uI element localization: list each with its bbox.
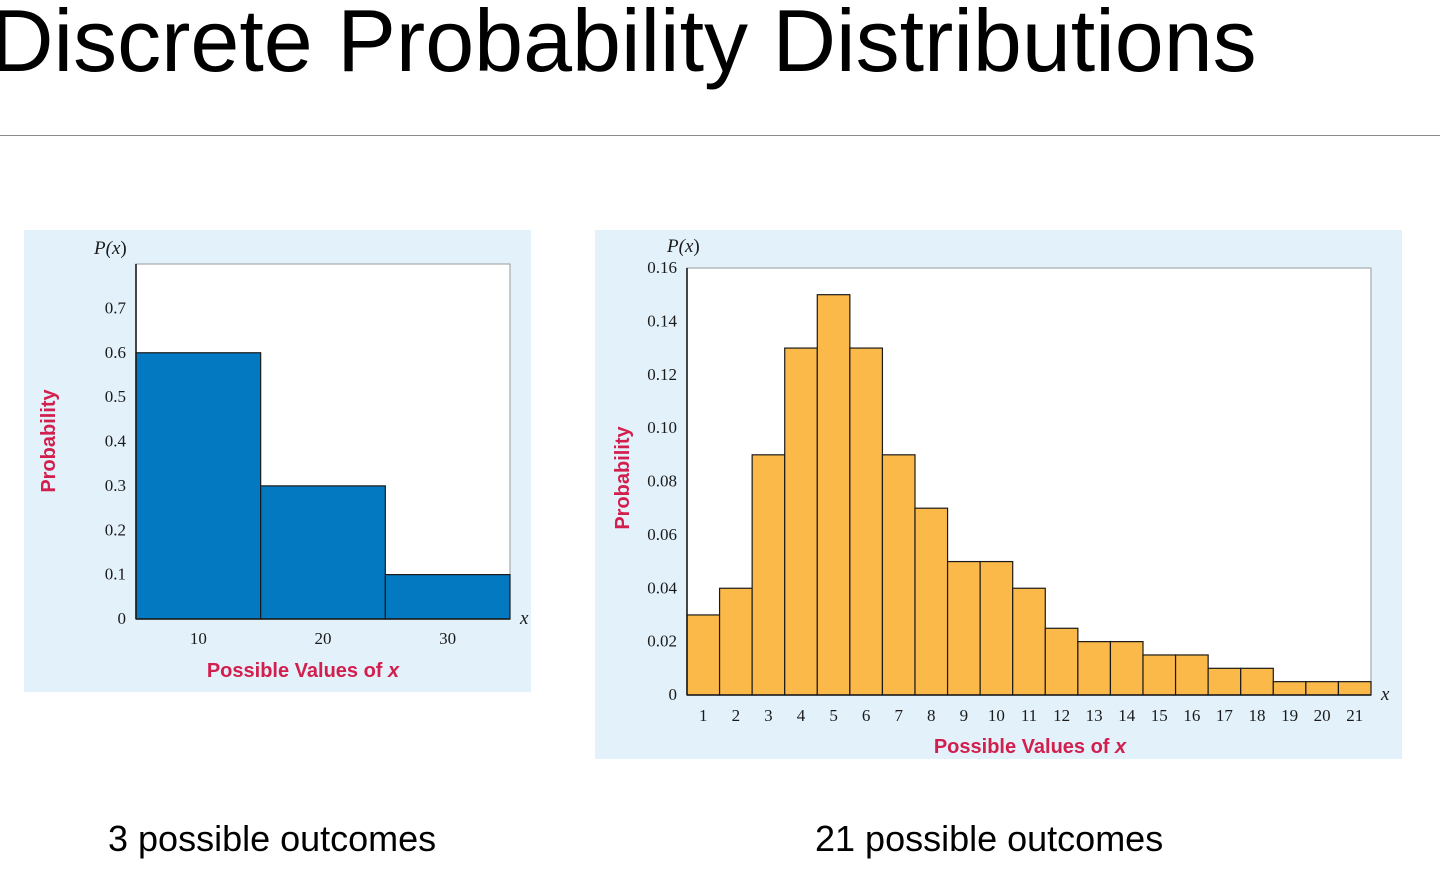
x-tick-label-12: 12	[1053, 706, 1070, 725]
x-variable-label: x	[1380, 684, 1390, 705]
bar-10	[979, 560, 1014, 696]
bar-12	[1044, 627, 1079, 696]
bar-21	[1337, 681, 1372, 696]
y-tick-label-0.14: 0.14	[647, 311, 677, 330]
bar-19	[1272, 681, 1307, 696]
x-tick-label-21: 21	[1346, 706, 1363, 725]
bar-5	[816, 294, 851, 696]
x-tick-label-3: 3	[764, 706, 773, 725]
bar-10	[135, 352, 262, 620]
bar-2	[718, 587, 753, 696]
y-tick-label-0.06: 0.06	[647, 525, 677, 544]
x-variable-label: x	[519, 608, 529, 629]
bar-3	[751, 454, 786, 696]
x-tick-label-9: 9	[960, 706, 969, 725]
x-tick-label-16: 16	[1183, 706, 1200, 725]
bar-15	[1142, 654, 1177, 696]
x-tick-label-4: 4	[797, 706, 806, 725]
chart-3-outcomes: 0 0.1 0.2 0.3 0.4 0.5 0.6 0.7 10 20 30 P(x) x Possibl…	[38, 238, 529, 682]
chart-21-outcomes: 00.020.040.060.080.100.120.140.161 2 3 4 5 6 7…	[612, 236, 1390, 758]
y-tick-label-0.1: 0.1	[105, 565, 126, 584]
x-axis-title: Possible Values of x	[207, 660, 400, 682]
x-tick-label-30: 30	[439, 629, 456, 648]
x-tick-label-6: 6	[862, 706, 871, 725]
caption-3-outcomes: 3 possible outcomes	[108, 818, 437, 859]
bar-13	[1077, 641, 1112, 696]
x-tick-label-8: 8	[927, 706, 936, 725]
bar-4	[784, 347, 818, 696]
chart-panel-3-outcomes: 0 0.1 0.2 0.3 0.4 0.5 0.6 0.7 10 20 30 P(x) x Possibl…	[24, 230, 531, 692]
x-tick-label-1: 1	[699, 706, 708, 725]
x-tick-label-20: 20	[315, 629, 332, 648]
caption-21-outcomes: 21 possible outcomes	[815, 818, 1164, 859]
bar-30	[384, 574, 511, 620]
y-tick-label-0: 0	[669, 685, 678, 704]
y-tick-label-0.10: 0.10	[647, 418, 677, 437]
y-axis-title: Probability	[612, 425, 634, 529]
x-tick-label-10: 10	[190, 629, 207, 648]
bar-6	[849, 347, 884, 696]
x-tick-label-5: 5	[829, 706, 838, 725]
y-tick-label-0: 0	[118, 609, 127, 628]
bar-20	[260, 485, 386, 620]
bar-8	[914, 507, 949, 696]
chart-panel-21-outcomes: 0 0.02 0.04 0.06 0.08 0.10 0.12 0.14 0.16 1 2 3 4 5 6 7…	[595, 230, 1402, 759]
x-tick-label-10: 10	[988, 706, 1005, 725]
bar-16	[1174, 654, 1209, 696]
x-tick-label-7: 7	[894, 706, 903, 725]
y-tick-label-0.16: 0.16	[647, 258, 677, 277]
y-tick-label-0.3: 0.3	[105, 476, 126, 495]
x-axis-title: Possible Values of x	[934, 736, 1127, 758]
x-tick-label-2: 2	[732, 706, 741, 725]
bar-1	[686, 614, 721, 696]
bar-9	[946, 560, 981, 696]
y-tick-label-0.12: 0.12	[647, 365, 677, 384]
bar-14	[1109, 641, 1144, 696]
bar-11	[1012, 587, 1046, 696]
y-variable-label: P(x)	[93, 238, 127, 259]
x-tick-label-19: 19	[1281, 706, 1298, 725]
x-tick-label-13: 13	[1086, 706, 1103, 725]
slide-title: Discrete Probability Distributions	[0, 0, 1257, 90]
x-tick-label-11: 11	[1021, 706, 1037, 725]
bar-18	[1240, 667, 1274, 696]
y-axis-title: Probability	[38, 388, 60, 492]
y-tick-label-0.5: 0.5	[105, 387, 126, 406]
y-tick-label-0.7: 0.7	[105, 298, 127, 317]
title-divider	[0, 135, 1440, 136]
y-tick-label-0.08: 0.08	[647, 472, 677, 491]
x-tick-label-14: 14	[1118, 706, 1136, 725]
y-tick-label-0.6: 0.6	[105, 343, 126, 362]
y-tick-label-0.2: 0.2	[105, 520, 126, 539]
x-tick-label-18: 18	[1249, 706, 1266, 725]
y-tick-label-0.02: 0.02	[647, 632, 677, 651]
x-tick-label-17: 17	[1216, 706, 1234, 725]
x-tick-label-20: 20	[1314, 706, 1331, 725]
y-variable-label: P(x)	[666, 236, 700, 257]
y-tick-label-0.4: 0.4	[105, 432, 127, 451]
bar-20	[1305, 681, 1340, 696]
bar-17	[1207, 667, 1242, 696]
y-tick-label-0.04: 0.04	[647, 578, 677, 597]
x-tick-label-15: 15	[1151, 706, 1168, 725]
bar-7	[881, 454, 916, 696]
